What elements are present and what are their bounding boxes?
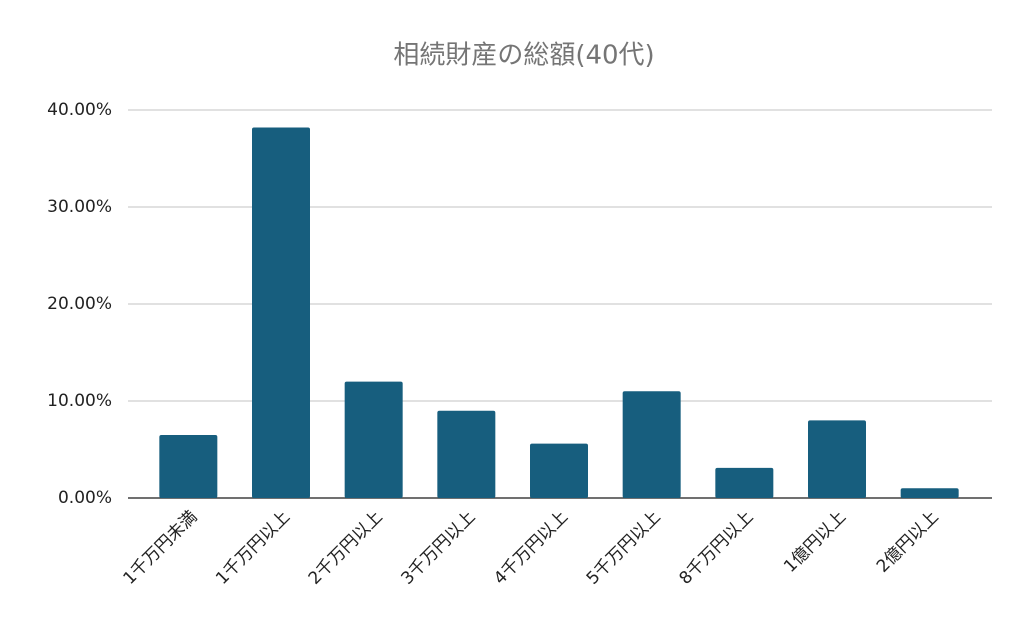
x-tick-label: 8千万円以上: [676, 507, 758, 589]
bar: [715, 467, 774, 498]
bar: [622, 391, 681, 498]
bar: [530, 443, 588, 498]
x-tick-label: 4千万円以上: [490, 507, 572, 589]
y-tick-label: 10.00%: [47, 391, 112, 411]
x-tick-label: 2億円以上: [873, 507, 943, 577]
bar: [159, 434, 218, 498]
x-tick-label: 5千万円以上: [583, 507, 665, 589]
x-tick-label: 1億円以上: [780, 507, 850, 577]
y-tick-label: 20.00%: [47, 294, 112, 314]
bar: [808, 420, 866, 498]
x-tick-label: 3千万円以上: [398, 507, 480, 589]
x-tick-label: 2千万円以上: [305, 507, 387, 589]
bar: [252, 127, 310, 499]
x-tick-label: 1千万円未満: [120, 507, 202, 589]
bar: [900, 488, 959, 498]
y-tick-label: 0.00%: [58, 488, 112, 508]
bar: [344, 381, 403, 498]
y-tick-label: 40.00%: [47, 100, 112, 120]
bar: [437, 410, 496, 498]
y-tick-label: 30.00%: [47, 197, 112, 217]
x-tick-label: 1千万円以上: [212, 507, 294, 589]
chart-title: 相続財産の総額(40代): [393, 41, 654, 71]
